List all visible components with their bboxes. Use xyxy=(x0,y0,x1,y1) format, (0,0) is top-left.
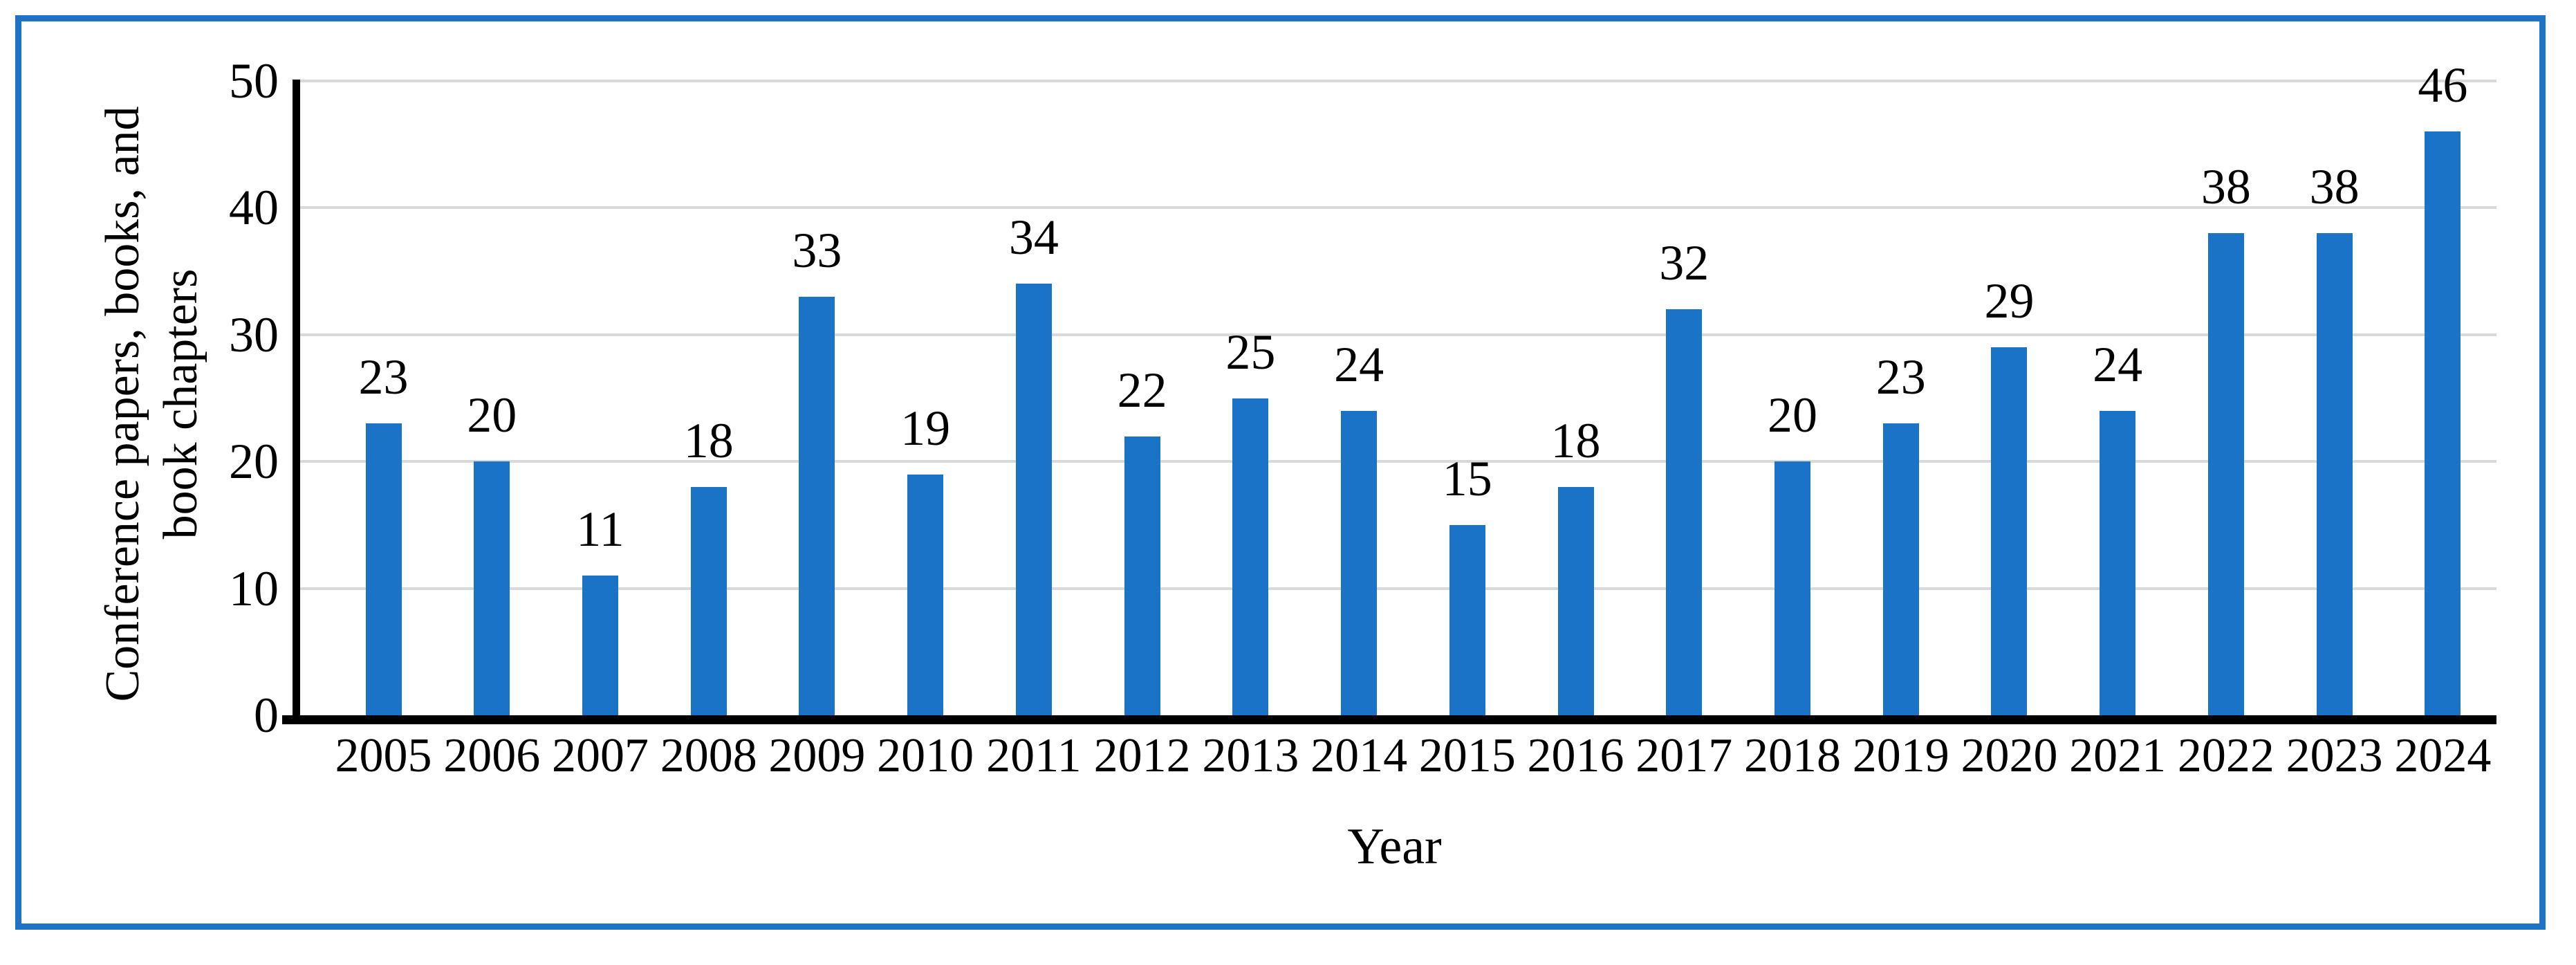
bar-2006 xyxy=(474,461,510,715)
y-axis-title-line2: book chapters xyxy=(154,268,207,540)
x-tick-label-2015: 2015 xyxy=(1418,729,1516,782)
bar-value-label-2016: 18 xyxy=(1550,412,1601,468)
x-tick-label-2007: 2007 xyxy=(551,729,649,782)
bar-value-label-2009: 33 xyxy=(792,222,842,278)
bar-value-label-2020: 29 xyxy=(1984,273,2035,329)
bar-value-label-2014: 24 xyxy=(1334,336,1384,392)
gridline-40 xyxy=(293,206,2496,210)
bar-2012 xyxy=(1124,436,1160,715)
bar-value-label-2015: 15 xyxy=(1442,450,1492,506)
bar-value-label-2018: 20 xyxy=(1767,387,1817,443)
gridline-20 xyxy=(293,460,2496,463)
y-tick-label-30: 30 xyxy=(229,306,279,362)
y-tick-label-40: 40 xyxy=(229,180,279,236)
bar-2011 xyxy=(1015,284,1052,715)
bar-value-label-2005: 23 xyxy=(358,349,409,405)
x-tick-label-2014: 2014 xyxy=(1310,729,1408,782)
x-tick-label-2018: 2018 xyxy=(1743,729,1841,782)
bar-2007 xyxy=(582,576,618,715)
bar-2024 xyxy=(2425,131,2461,715)
bar-2020 xyxy=(1991,347,2028,715)
bar-value-label-2022: 38 xyxy=(2200,159,2251,215)
bar-value-label-2017: 32 xyxy=(1659,235,1709,291)
bar-2009 xyxy=(799,296,835,715)
bar-value-label-2007: 11 xyxy=(576,502,624,558)
bar-2018 xyxy=(1774,461,1810,715)
x-tick-label-2016: 2016 xyxy=(1527,729,1624,782)
x-tick-label-2024: 2024 xyxy=(2394,729,2492,782)
bar-2015 xyxy=(1449,524,1485,715)
bar-value-label-2021: 24 xyxy=(2093,336,2143,392)
bar-value-label-2023: 38 xyxy=(2309,159,2360,215)
x-axis-line xyxy=(282,715,2496,724)
y-tick-label-0: 0 xyxy=(254,688,279,743)
y-axis-title-line1: Conference papers, books, and xyxy=(96,106,149,702)
plot-area: 23 20 11 18 33 19 34 22 25 24 15 18 32 20 23 29 24 38 38 46 xyxy=(293,57,2496,715)
bar-2016 xyxy=(1557,486,1594,715)
x-tick-label-2010: 2010 xyxy=(877,729,974,782)
y-tick-label-50: 50 xyxy=(229,53,279,109)
bar-2017 xyxy=(1666,309,1703,715)
bar-value-label-2006: 20 xyxy=(467,387,517,443)
x-tick-label-2022: 2022 xyxy=(2177,729,2274,782)
bar-2022 xyxy=(2207,233,2244,715)
x-tick-label-2020: 2020 xyxy=(1961,729,2058,782)
x-tick-label-2009: 2009 xyxy=(768,729,866,782)
y-axis-title: Conference papers, books, and book chapt… xyxy=(94,58,210,750)
bar-2013 xyxy=(1232,398,1269,715)
bar-value-label-2019: 23 xyxy=(1875,349,1926,405)
x-tick-label-2011: 2011 xyxy=(986,729,1082,782)
bar-2008 xyxy=(690,486,727,715)
bar-2023 xyxy=(2316,233,2353,715)
x-tick-label-2008: 2008 xyxy=(660,729,757,782)
y-axis-line xyxy=(293,80,300,724)
x-tick-label-2023: 2023 xyxy=(2286,729,2383,782)
bar-value-label-2010: 19 xyxy=(900,400,951,456)
bar-2021 xyxy=(2100,410,2136,715)
y-tick-label-10: 10 xyxy=(229,560,279,616)
x-tick-label-2019: 2019 xyxy=(1852,729,1949,782)
x-axis-title: Year xyxy=(1347,818,1442,875)
bar-2019 xyxy=(1882,423,1919,715)
x-tick-label-2021: 2021 xyxy=(2069,729,2167,782)
bar-2014 xyxy=(1341,410,1378,715)
x-tick-label-2006: 2006 xyxy=(443,729,541,782)
x-tick-label-2013: 2013 xyxy=(1202,729,1299,782)
gridline-50 xyxy=(293,80,2496,82)
bar-2010 xyxy=(907,474,944,715)
gridline-30 xyxy=(293,333,2496,336)
x-tick-label-2017: 2017 xyxy=(1636,729,1733,782)
y-tick-label-20: 20 xyxy=(229,434,279,490)
gridline-10 xyxy=(293,587,2496,590)
bar-value-label-2012: 22 xyxy=(1117,362,1167,418)
bar-value-label-2024: 46 xyxy=(2418,57,2468,113)
bar-value-label-2008: 18 xyxy=(683,412,734,468)
bar-value-label-2013: 25 xyxy=(1225,324,1276,380)
x-tick-label-2012: 2012 xyxy=(1093,729,1191,782)
bar-2005 xyxy=(365,423,402,715)
x-tick-label-2005: 2005 xyxy=(335,729,432,782)
bar-value-label-2011: 34 xyxy=(1008,210,1059,266)
